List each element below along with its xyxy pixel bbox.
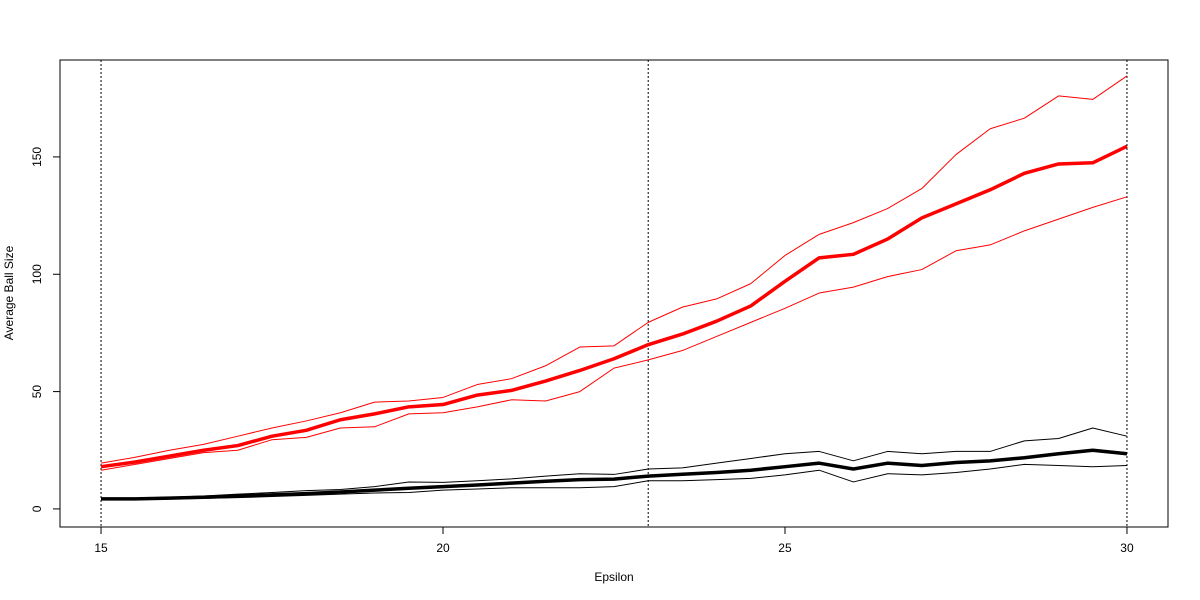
y-axis-label: Average Ball Size xyxy=(2,245,16,340)
x-tick-label: 15 xyxy=(94,541,108,555)
y-tick-label: 100 xyxy=(30,264,44,284)
y-tick-label: 0 xyxy=(30,505,44,512)
plot-box xyxy=(59,59,1169,528)
x-axis-label: Epsilon xyxy=(594,570,633,584)
y-tick-label: 50 xyxy=(30,385,44,399)
series-line xyxy=(101,427,1128,499)
x-tick-label: 20 xyxy=(436,541,450,555)
x-tick-label: 25 xyxy=(778,541,792,555)
series-line xyxy=(100,196,1128,471)
series-line xyxy=(101,448,1128,501)
series-line xyxy=(100,144,1128,469)
x-tick-label: 30 xyxy=(1120,541,1134,555)
series-line xyxy=(100,75,1128,464)
y-tick-label: 150 xyxy=(30,147,44,167)
